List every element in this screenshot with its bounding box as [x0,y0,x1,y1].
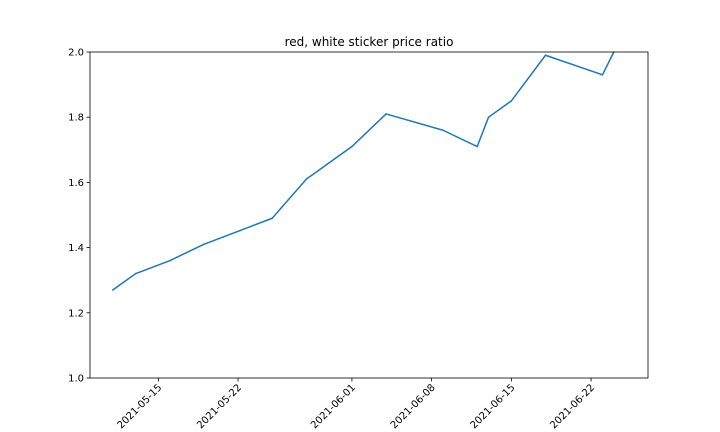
data-point [111,289,114,291]
data-point [203,243,205,246]
y-tick-label: 2.0 [68,48,84,59]
data-point [351,145,353,148]
chart-title: red, white sticker price ratio [285,35,454,49]
data-point [385,113,387,115]
y-tick-label: 1.0 [68,374,84,385]
y-tick-label: 1.6 [68,178,84,189]
axes-frame [89,51,649,379]
data-point [442,129,444,132]
data-point [305,178,308,180]
data-point [271,217,274,220]
data-point [476,145,478,148]
data-point [601,74,604,76]
y-tick-label: 1.2 [68,308,84,319]
series-layer [111,51,615,291]
plot-area [90,52,648,378]
y-tick-label: 1.4 [68,243,84,254]
data-point [487,116,490,118]
data-point [134,272,137,275]
data-point [544,54,547,57]
data-point [168,259,171,262]
data-point [237,230,239,233]
y-axis: 1.0 1.2 1.4 1.6 1.8 2.0 [68,48,90,385]
series-line-0 [112,51,615,291]
data-point [510,100,513,102]
y-tick-label: 1.8 [68,113,84,124]
